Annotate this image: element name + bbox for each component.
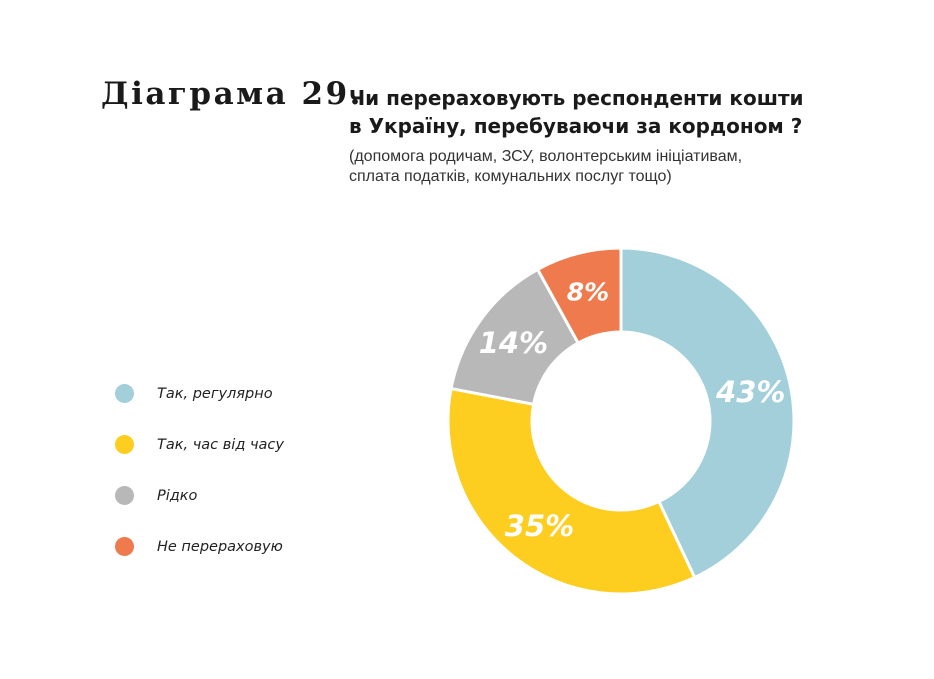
chart-subtitle: (допомога родичам, ЗСУ, волонтерським ін… (349, 147, 742, 187)
legend-swatch-regularly (115, 384, 134, 403)
slice-label-rarely: 14% (479, 326, 548, 360)
legend-item-regularly: Так, регулярно (114, 380, 334, 431)
legend-swatch-rarely (115, 486, 134, 505)
donut-chart: 43% 35% 14% 8% (446, 246, 796, 596)
chart-legend: Так, регулярно Так, час від часу Рідко Н… (114, 380, 334, 584)
legend-item-sometimes: Так, час від часу (114, 431, 334, 482)
legend-label-rarely: Рідко (157, 488, 198, 504)
slice-label-not-transferring: 8% (567, 278, 609, 307)
figure-label: Діаграма 29. (101, 76, 363, 112)
slice-label-sometimes: 35% (505, 509, 574, 543)
legend-item-not-transferring: Не перераховую (114, 533, 334, 584)
chart-subtitle-line-1: (допомога родичам, ЗСУ, волонтерським ін… (349, 148, 743, 165)
legend-swatch-sometimes (115, 435, 134, 454)
chart-subtitle-line-2: сплата податків, комунальних послуг тощо… (349, 168, 672, 185)
donut-slice-sometimes (446, 387, 697, 596)
chart-title-line-1: Чи перераховують респонденти кошти (349, 86, 804, 110)
chart-title: Чи перераховують респонденти кошти в Укр… (349, 84, 804, 140)
legend-swatch-not-transferring (115, 537, 134, 556)
chart-title-line-2: в Україну, перебуваючи за кордоном ? (349, 114, 803, 138)
slice-label-regularly: 43% (715, 375, 785, 409)
legend-label-not-transferring: Не перераховую (157, 539, 283, 555)
legend-item-rarely: Рідко (114, 482, 334, 533)
legend-label-regularly: Так, регулярно (157, 386, 273, 402)
legend-label-sometimes: Так, час від часу (157, 437, 284, 453)
donut-slice-regularly (619, 246, 796, 580)
donut-slice-not-transferring (536, 246, 623, 345)
